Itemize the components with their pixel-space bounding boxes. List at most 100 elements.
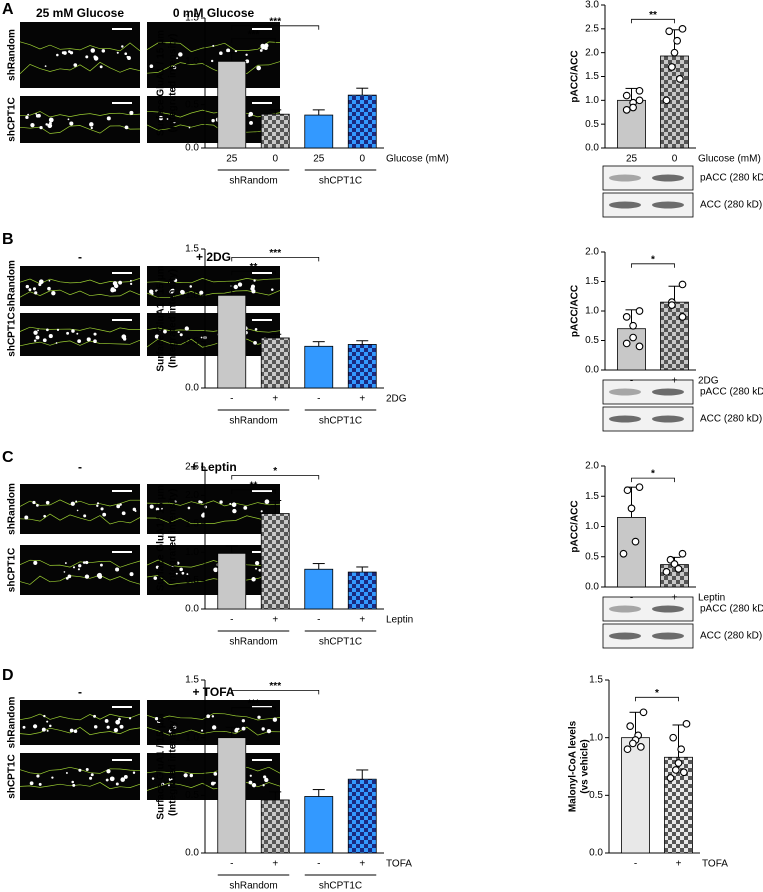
panel-letter: A <box>2 1 14 18</box>
x-tick-label: + <box>359 394 365 405</box>
dendrite-outline <box>146 515 281 525</box>
panel-letter: B <box>2 231 14 248</box>
puncta <box>134 509 137 512</box>
data-point <box>670 48 679 57</box>
puncta <box>229 502 232 505</box>
y-tick-label: 0.0 <box>589 848 603 859</box>
y-tick-label: 1.5 <box>185 518 199 529</box>
puncta <box>233 284 238 290</box>
data-point <box>622 106 631 114</box>
puncta <box>241 719 246 723</box>
bar <box>304 568 334 610</box>
puncta <box>36 774 40 778</box>
blot-band <box>609 415 641 423</box>
data-point <box>665 27 674 36</box>
x-tick-label: + <box>672 376 678 387</box>
dendrite-outline <box>146 500 281 507</box>
puncta <box>96 502 100 505</box>
puncta <box>61 51 65 55</box>
group-label: shRandom <box>229 176 277 187</box>
puncta <box>22 725 26 729</box>
data-point <box>635 307 644 315</box>
y-axis-label: (Integrated intensity) <box>168 717 179 816</box>
puncta <box>180 290 185 295</box>
significance-label: * <box>651 469 655 480</box>
puncta <box>168 729 172 733</box>
puncta <box>116 51 119 54</box>
y-tick-label: 0.5 <box>589 790 603 801</box>
puncta <box>67 574 72 579</box>
puncta <box>90 48 96 53</box>
puncta <box>266 728 272 734</box>
puncta <box>260 510 263 513</box>
puncta <box>106 725 110 729</box>
y-tick-label: 1.5 <box>589 675 603 686</box>
puncta <box>181 571 185 575</box>
x-axis-label: 2DG <box>386 394 407 405</box>
puncta <box>161 782 165 786</box>
significance-label: *** <box>269 248 281 259</box>
puncta <box>175 572 178 575</box>
bar <box>304 114 334 149</box>
bar <box>621 737 650 854</box>
significance-bracket <box>635 696 679 702</box>
puncta <box>85 55 89 59</box>
dendrite-outline <box>146 338 281 348</box>
y-tick-label: 1.0 <box>185 290 199 301</box>
puncta <box>43 714 46 718</box>
puncta <box>211 118 215 123</box>
data-point <box>636 743 645 751</box>
puncta <box>96 504 99 507</box>
image-header: 25 mM Glucose <box>36 6 124 20</box>
puncta <box>118 717 121 721</box>
data-point <box>671 766 680 774</box>
puncta <box>24 515 29 520</box>
bar <box>260 337 290 389</box>
x-tick-label: + <box>359 615 365 626</box>
blot-band <box>609 388 641 396</box>
puncta <box>200 501 203 504</box>
puncta <box>75 500 78 503</box>
puncta <box>83 514 87 518</box>
puncta <box>245 59 250 64</box>
significance-bracket <box>231 475 320 480</box>
dendrite-outline <box>19 111 141 118</box>
dendrite-outline <box>19 326 140 333</box>
puncta <box>241 726 246 731</box>
y-axis-label: pACC/ACC <box>570 500 581 552</box>
puncta <box>254 328 258 331</box>
puncta <box>132 771 136 774</box>
significance-label: *** <box>269 16 281 27</box>
puncta <box>255 567 258 570</box>
puncta <box>115 782 119 786</box>
puncta <box>93 714 97 718</box>
y-axis-label: pACC/ACC <box>570 50 581 102</box>
micrograph <box>20 22 140 88</box>
group-label: shCPT1C <box>319 416 362 427</box>
y-tick-label: 1.0 <box>585 95 599 106</box>
data-point <box>677 745 686 754</box>
dendrite-outline <box>19 559 141 568</box>
puncta <box>129 110 134 115</box>
puncta <box>256 65 261 71</box>
puncta <box>67 118 70 121</box>
puncta <box>38 279 44 285</box>
y-axis-label: (Integrated intensity) <box>168 269 179 368</box>
blot-band <box>652 632 684 640</box>
bar <box>260 513 290 610</box>
puncta <box>176 561 180 565</box>
puncta <box>77 568 80 571</box>
puncta <box>257 715 261 719</box>
puncta <box>41 727 46 732</box>
micrograph <box>147 484 280 534</box>
data-point <box>670 560 679 568</box>
image-header: 0 mM Glucose <box>173 6 255 20</box>
puncta <box>251 577 256 582</box>
puncta <box>33 330 38 335</box>
puncta <box>25 115 29 120</box>
puncta <box>168 784 170 787</box>
dendrite-outline <box>146 713 281 721</box>
group-label: shCPT1C <box>319 176 362 187</box>
puncta <box>154 716 159 721</box>
puncta <box>39 126 43 130</box>
